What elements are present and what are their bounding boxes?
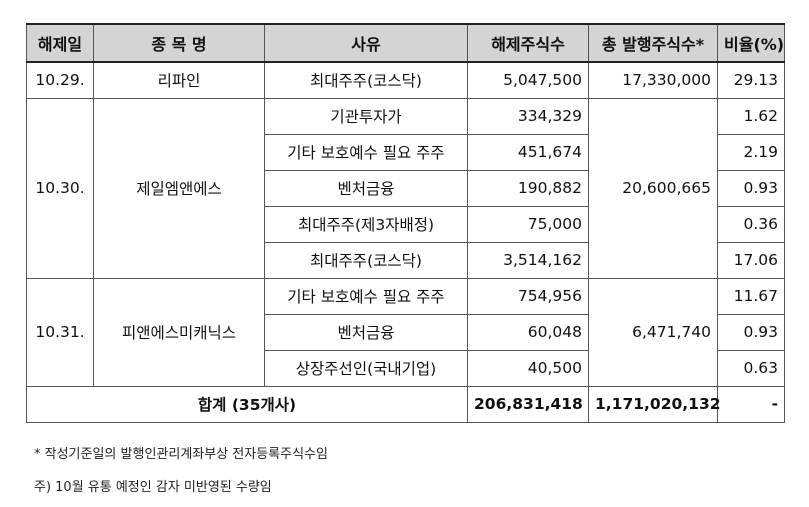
summary-released: 206,831,418 bbox=[467, 385, 589, 423]
table-row: 최대주주(제3자배정) 75,000 0.36 bbox=[27, 205, 785, 243]
header-reason: 사유 bbox=[264, 23, 468, 63]
released-shares-cell: 334,329 bbox=[467, 97, 589, 135]
table-row: 10.29. 리파인 최대주주(코스닥) 5,047,500 17,330,000 29.… bbox=[26, 61, 785, 99]
header-ratio: 비율(%) bbox=[717, 23, 785, 63]
ratio-cell: 2.19 bbox=[717, 133, 785, 171]
lockup-release-table: 해제일 종 목 명 사유 해제주식수 총 발행주식수* 비율(%) 10.29.… bbox=[26, 23, 785, 423]
ratio-cell: 1.62 bbox=[717, 97, 785, 135]
header-row: 해제일 종 목 명 사유 해제주식수 총 발행주식수* 비율(%) bbox=[26, 23, 785, 63]
released-shares-cell: 5,047,500 bbox=[467, 61, 589, 99]
summary-ratio: - bbox=[717, 385, 785, 423]
reason-cell: 상장주선인(국내기업) bbox=[264, 349, 468, 387]
stock-name-cell: 피앤에스미캐닉스 bbox=[93, 277, 265, 387]
summary-label: 합계 (35개사) bbox=[26, 385, 468, 423]
reason-cell: 최대주주(제3자배정) bbox=[264, 205, 468, 243]
reason-cell: 기관투자가 bbox=[264, 97, 468, 135]
released-shares-cell: 190,882 bbox=[467, 169, 589, 207]
release-date-cell: 10.31. bbox=[26, 277, 94, 387]
note-capital-reduction: 주) 10월 유통 예정인 감자 미반영된 수량임 bbox=[34, 480, 272, 495]
reason-cell: 기타 보호예수 필요 주주 bbox=[264, 133, 468, 171]
released-shares-cell: 75,000 bbox=[467, 205, 589, 243]
released-shares-cell: 451,674 bbox=[467, 133, 589, 171]
release-date-cell: 10.29. bbox=[26, 61, 94, 99]
reason-cell: 벤처금융 bbox=[264, 169, 468, 207]
table-row: 10.31. 피앤에스미캐닉스 기타 보호예수 필요 주주 754,956 6,471,… bbox=[26, 277, 785, 387]
released-shares-cell: 754,956 bbox=[467, 277, 589, 315]
reason-cell: 기타 보호예수 필요 주주 bbox=[264, 277, 468, 315]
table-row: 벤처금융 190,882 0.93 bbox=[27, 169, 785, 207]
header-name: 종 목 명 bbox=[93, 23, 265, 63]
released-shares-cell: 40,500 bbox=[467, 349, 589, 387]
table-row: 기타 보호예수 필요 주주 451,674 2.19 bbox=[27, 133, 785, 171]
header-released: 해제주식수 bbox=[467, 23, 589, 63]
reason-cell: 벤처금융 bbox=[264, 313, 468, 351]
ratio-cell: 0.93 bbox=[717, 169, 785, 207]
released-shares-cell: 60,048 bbox=[467, 313, 589, 351]
table-row: 10.30. 제일엠앤에스 기관투자가 334,329 20,600,665 1.62 bbox=[26, 97, 785, 279]
ratio-cell: 0.36 bbox=[717, 205, 785, 243]
reason-cell: 최대주주(코스닥) bbox=[264, 241, 468, 279]
stock-name-cell: 제일엠앤에스 bbox=[93, 97, 265, 279]
total-shares-cell: 6,471,740 bbox=[588, 277, 718, 387]
summary-row: 합계 (35개사) 206,831,418 1,171,020,132 - bbox=[26, 385, 785, 423]
note-reference-date: * 작성기준일의 발행인관리계좌부상 전자등록주식수임 bbox=[34, 447, 328, 462]
ratio-cell: 11.67 bbox=[717, 277, 785, 315]
table-row: 벤처금융 60,048 0.93 bbox=[27, 313, 785, 351]
table-body: 10.29. 리파인 최대주주(코스닥) 5,047,500 17,330,000 29.… bbox=[26, 61, 785, 387]
ratio-cell: 17.06 bbox=[717, 241, 785, 279]
header-total: 총 발행주식수* bbox=[588, 23, 718, 63]
table-row: 최대주주(코스닥) 3,514,162 17.06 bbox=[27, 241, 785, 279]
ratio-cell: 29.13 bbox=[717, 61, 785, 99]
table-row: 상장주선인(국내기업) 40,500 0.63 bbox=[27, 349, 785, 387]
summary-total: 1,171,020,132 bbox=[588, 385, 721, 423]
header-date: 해제일 bbox=[26, 23, 94, 63]
ratio-cell: 0.63 bbox=[717, 349, 785, 387]
total-shares-cell: 17,330,000 bbox=[588, 61, 718, 99]
total-shares-cell: 20,600,665 bbox=[588, 97, 718, 279]
released-shares-cell: 3,514,162 bbox=[467, 241, 589, 279]
ratio-cell: 0.93 bbox=[717, 313, 785, 351]
stock-name-cell: 리파인 bbox=[93, 61, 265, 99]
reason-cell: 최대주주(코스닥) bbox=[264, 61, 468, 99]
release-date-cell: 10.30. bbox=[26, 97, 94, 279]
